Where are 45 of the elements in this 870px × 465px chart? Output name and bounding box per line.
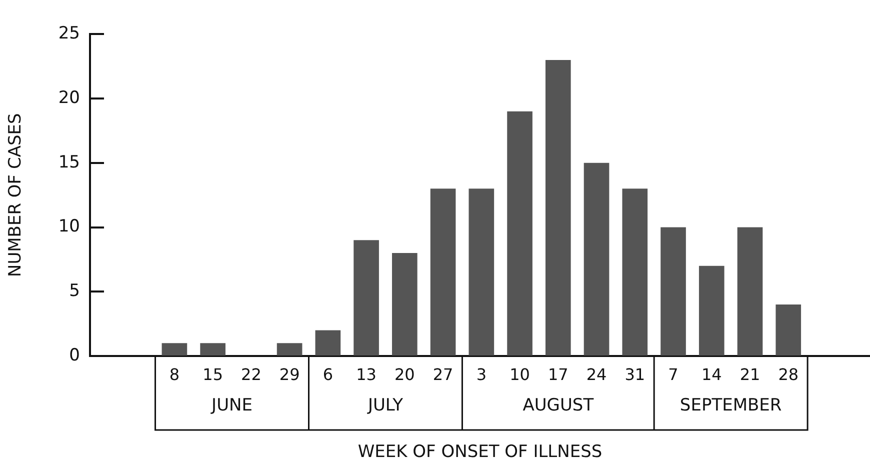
x-tick-label: 28 [778, 364, 799, 384]
bar [545, 60, 571, 356]
bar [430, 188, 456, 356]
x-axis-title: WEEK OF ONSET OF ILLNESS [358, 442, 602, 462]
x-tick-label: 24 [586, 364, 607, 384]
x-tick-label: 7 [668, 364, 678, 384]
x-tick-label: 3 [476, 364, 487, 384]
bar [354, 240, 379, 356]
text: SEPTEMBER [680, 395, 782, 416]
x-tick-label: 17 [548, 364, 568, 384]
text: AUGUST [522, 395, 594, 416]
x-tick-label: 29 [279, 364, 300, 384]
y-tick-label: 10 [58, 216, 80, 237]
bar [698, 266, 724, 356]
text: JUNE [210, 395, 252, 416]
x-tick-label: 6 [322, 364, 334, 384]
bar [315, 330, 341, 356]
bar [392, 253, 418, 356]
x-tick-label: 13 [356, 364, 376, 384]
y-tick-label: 15 [58, 152, 80, 172]
y-tick-label: 0 [69, 345, 80, 366]
bar [507, 111, 532, 356]
y-tick-label: 25 [58, 24, 80, 44]
bar [468, 188, 494, 356]
x-tick-label: 20 [394, 364, 415, 384]
x-tick-label: 27 [432, 364, 454, 384]
x-tick-label: 31 [624, 364, 646, 384]
y-axis-title: NUMBER OF CASES [6, 113, 26, 278]
x-tick-label: 14 [701, 364, 722, 384]
x-tick-label: 10 [510, 364, 530, 384]
x-tick-label: 8 [169, 364, 180, 384]
bar [737, 227, 763, 356]
bar [584, 162, 610, 356]
text: JULY [366, 395, 404, 416]
bar [276, 343, 302, 356]
bar [200, 343, 226, 356]
y-tick-label: 20 [58, 88, 80, 108]
bar [162, 343, 188, 356]
bar [622, 188, 648, 356]
x-tick-label: 15 [202, 364, 223, 384]
x-tick-label: 21 [740, 364, 760, 384]
y-tick-label: 5 [69, 281, 80, 302]
bar [660, 227, 686, 356]
x-tick-label: 22 [241, 364, 262, 384]
bar [776, 304, 802, 356]
